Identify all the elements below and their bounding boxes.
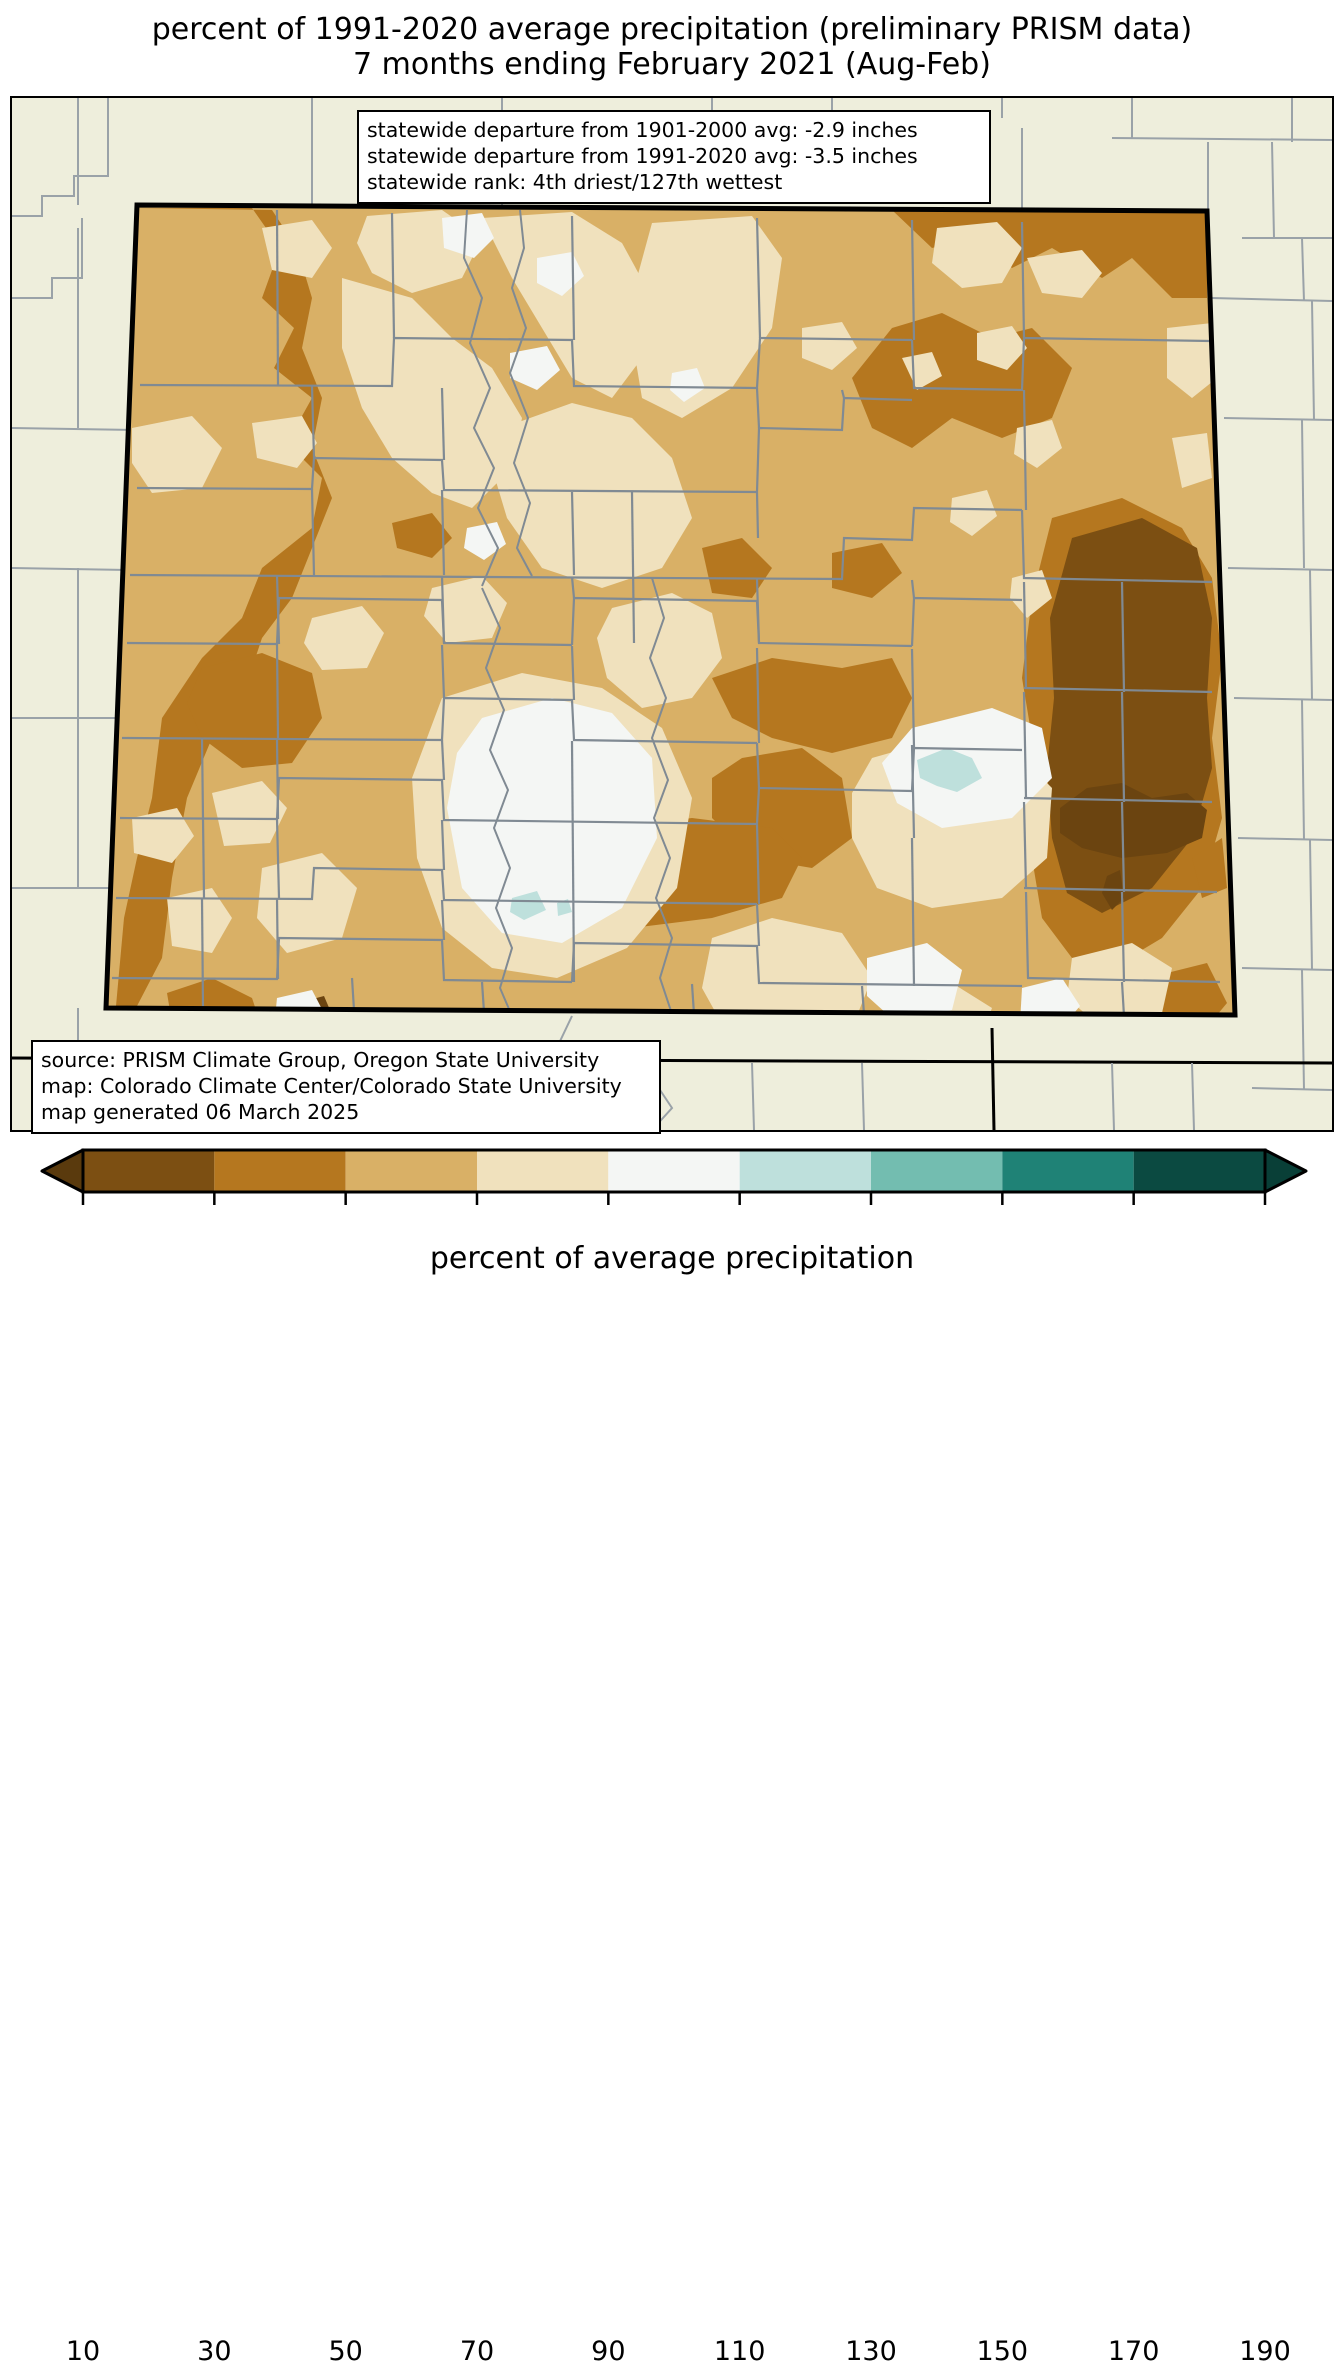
colorbar-tick-labels: 10 30 50 70 90 110 130 150 170 190 [0,2336,1344,2372]
colorbar-band [214,1150,346,1192]
colorbar-band [345,1150,477,1192]
colorbar-under-arrow [40,1148,85,1194]
colorbar-tick-label: 130 [845,2336,897,2367]
statewide-stats-box: statewide departure from 1901-2000 avg: … [357,110,991,204]
colorbar-tick-label: 150 [976,2336,1029,2367]
stats-line-1: statewide departure from 1901-2000 avg: … [367,118,918,142]
colorbar-tick-label: 50 [328,2336,363,2367]
source-credits-box: source: PRISM Climate Group, Oregon Stat… [31,1040,661,1134]
colorbar-bands [40,1148,1308,1194]
colorbar-tick-label: 170 [1107,2336,1160,2367]
precipitation-map [10,96,1334,1132]
source-line-3: map generated 06 March 2025 [41,1100,360,1125]
colorbar-tick-label: 70 [459,2336,495,2367]
colorbar-tick-label: 10 [65,2336,101,2367]
title-line-2: 7 months ending February 2021 (Aug-Feb) [353,47,991,83]
colorbar-band [608,1150,740,1192]
colorbar-tick-label: 30 [197,2336,232,2367]
page-title: percent of 1991-2020 average precipitati… [0,12,1344,83]
source-line-1: source: PRISM Climate Group, Oregon Stat… [41,1048,600,1072]
stats-line-3: statewide rank: 4th driest/127th wettest [367,170,783,195]
colorbar-band [1002,1150,1134,1192]
colorbar-band [83,1150,215,1192]
colorbar-axis-label: percent of average precipitation [429,1241,915,1276]
colorbar-tick-label: 90 [591,2336,626,2367]
colorbar-outline [81,1148,1267,1194]
map-canvas [12,98,1332,1130]
colorbar-over-arrow [1263,1148,1308,1194]
colorbar: 10 30 50 70 90 110 130 150 170 190 [0,1140,1344,2367]
source-line-2: map: Colorado Climate Center/Colorado St… [41,1074,622,1099]
precip-contours [106,205,1235,1015]
county-boundaries [111,209,1221,1015]
colorbar-band [1133,1150,1265,1192]
state-outline [103,202,1238,1018]
colorbar-band [477,1150,609,1192]
colorbar-svg [40,1148,1308,1205]
title-line-1: percent of 1991-2020 average precipitati… [151,12,1193,47]
colorbar-band [739,1150,871,1192]
colorbar-band [871,1150,1003,1192]
colorbar-tick-label: 190 [1239,2336,1291,2367]
stats-line-2: statewide departure from 1991-2020 avg: … [367,144,918,169]
colorbar-ticks [81,1192,1267,1205]
colorbar-tick-label: 110 [713,2336,766,2367]
